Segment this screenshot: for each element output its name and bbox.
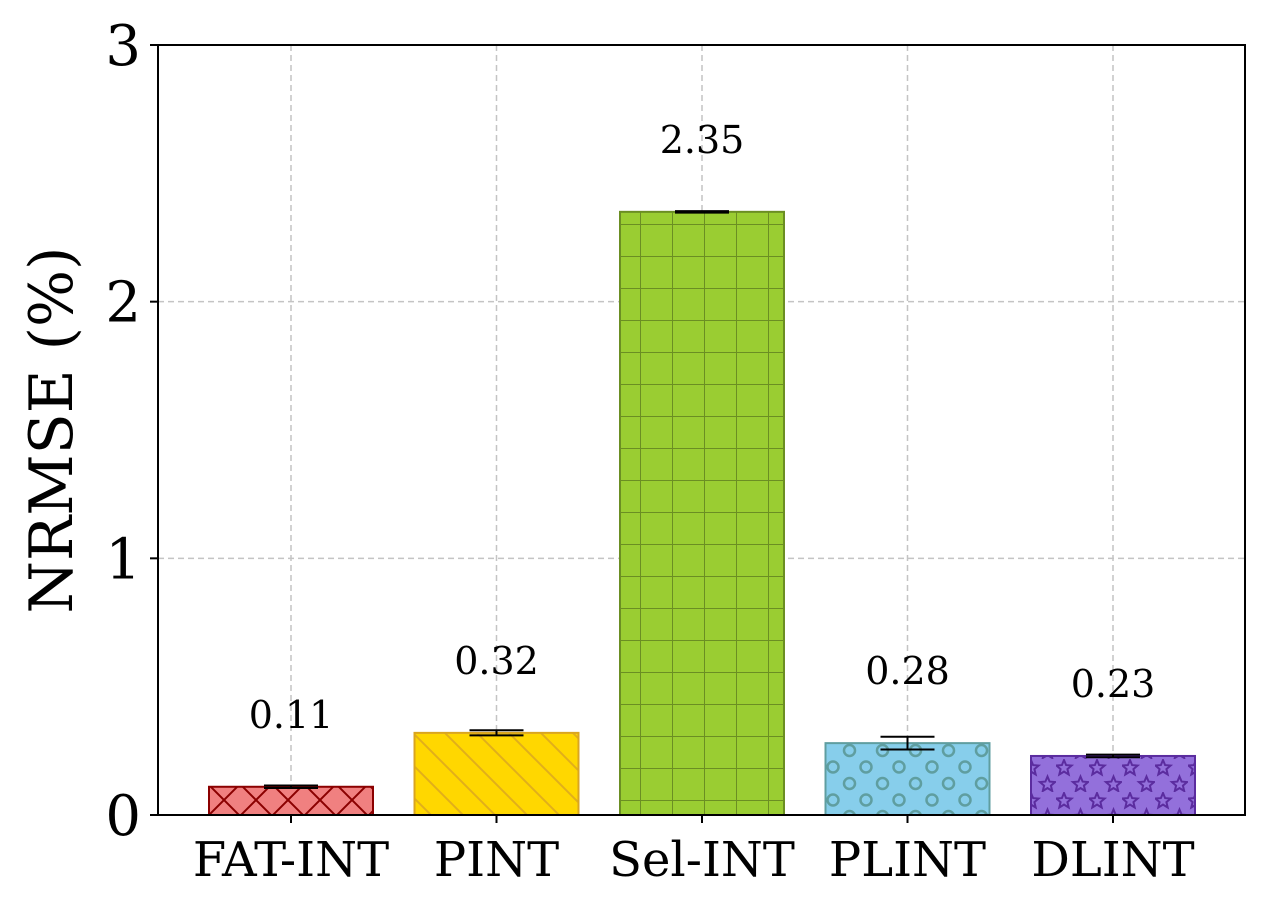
x-tick-label-plint: PLINT [829,832,986,888]
data-label-plint: 0.28 [865,649,950,693]
x-tick-label-pint: PINT [434,832,559,888]
data-label-sel-int: 2.35 [660,118,745,162]
y-tick-label: 3 [105,14,141,79]
bar-pint [413,731,580,816]
bar-fat-int [208,785,374,816]
bars [208,210,1196,817]
x-tick-label-fat-int: FAT-INT [193,832,389,888]
data-label-pint: 0.32 [454,639,539,683]
data-label-dlint: 0.23 [1071,662,1156,706]
y-tick-label: 2 [105,271,141,336]
bar-dlint [1030,754,1196,817]
axes: 0 1 2 3 FAT-INT PINT Sel-INT PLINT DLINT [105,14,1246,888]
x-tick-label-dlint: DLINT [1031,832,1194,888]
y-tick-label: 1 [105,527,141,592]
data-label-fat-int: 0.11 [249,693,334,737]
bar-plint [824,742,991,817]
error-bar-pint [469,729,524,737]
error-bar-sel-int [675,210,729,214]
x-tick-label-sel-int: Sel-INT [609,832,795,888]
y-tick-label: 0 [105,784,141,849]
error-bar-plint [880,735,935,751]
y-axis-title: NRMSE (%) [17,247,87,614]
error-bars [264,210,1140,790]
error-bar-dlint [1086,753,1140,759]
data-labels: 0.11 0.32 2.35 0.28 0.23 [249,118,1156,737]
error-bar-fat-int [264,784,318,790]
bar-sel-int [619,210,785,817]
